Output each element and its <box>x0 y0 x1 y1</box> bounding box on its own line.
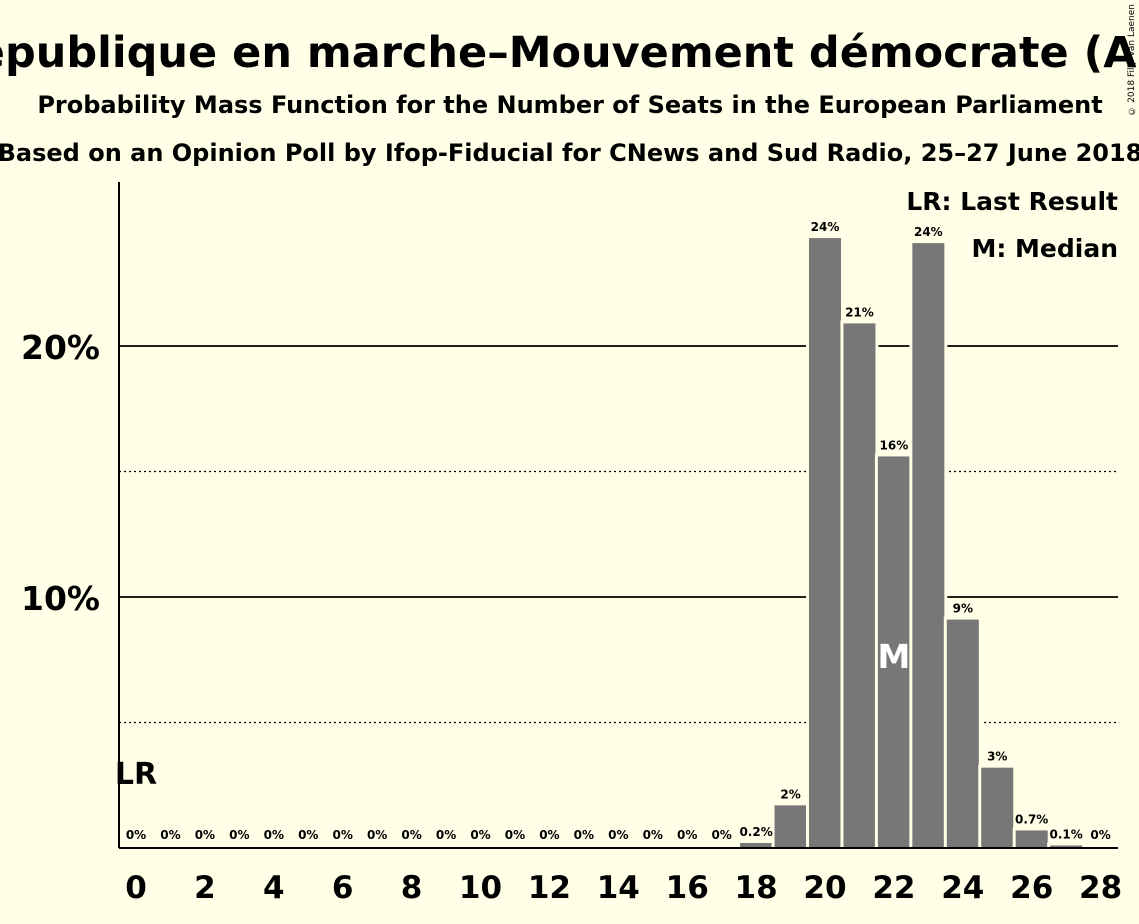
bar <box>774 805 807 848</box>
bar <box>1050 845 1083 848</box>
data-label: 0% <box>160 828 180 842</box>
bar <box>843 323 876 848</box>
data-label: 0% <box>126 828 146 842</box>
x-tick-label: 2 <box>194 870 216 906</box>
x-tick-label: 8 <box>401 870 423 906</box>
x-tick-label: 0 <box>125 870 147 906</box>
data-label: 21% <box>845 305 874 319</box>
data-label: 0% <box>711 828 731 842</box>
data-label: 24% <box>811 220 840 234</box>
bar <box>981 767 1014 848</box>
data-labels: 0% 0% 0% 0% 0% 0% 0% 0% 0% 0% 0% 0% 0% 0% 0% 0% 0% 0% 0.2%… <box>126 220 1111 842</box>
y-tick-label: 10% <box>21 579 100 618</box>
data-label: 2% <box>780 787 800 801</box>
bar <box>1015 830 1048 848</box>
axes <box>118 182 1118 849</box>
data-label: 0.1% <box>1050 827 1083 841</box>
markers: LR M <box>115 637 910 792</box>
bar <box>946 619 979 848</box>
data-label: 16% <box>880 438 909 452</box>
bars <box>737 235 1086 849</box>
data-label: 0.2% <box>739 825 772 839</box>
bar <box>877 456 910 848</box>
last-result-marker: LR <box>115 757 157 792</box>
data-label: 0% <box>401 828 421 842</box>
data-label: 0.7% <box>1015 812 1048 826</box>
data-label: 0% <box>505 828 525 842</box>
x-tick-label: 12 <box>528 870 571 906</box>
x-tick-label: 18 <box>735 870 778 906</box>
data-label: 0% <box>539 828 559 842</box>
x-tick-label: 28 <box>1079 870 1122 906</box>
data-label: 0% <box>195 828 215 842</box>
x-tick-labels: 0 2 4 6 8 10 12 14 16 18 20 22 24 26 28 <box>125 870 1122 906</box>
data-label: 0% <box>264 828 284 842</box>
bar <box>809 238 841 848</box>
legend-median: M: Median <box>971 234 1118 263</box>
chart-title: La République en marche–Mouvement démocr… <box>0 28 1139 78</box>
x-tick-label: 6 <box>332 870 354 906</box>
x-tick-label: 22 <box>872 870 915 906</box>
bar-halo <box>1047 842 1086 848</box>
y-tick-label: 20% <box>21 328 100 367</box>
median-marker: M <box>877 637 910 676</box>
data-label: 0% <box>333 828 353 842</box>
x-tick-label: 14 <box>597 870 640 906</box>
chart-subtitle-poll: Based on an Opinion Poll by Ifop-Fiducia… <box>0 139 1139 167</box>
x-tick-label: 10 <box>459 870 502 906</box>
data-label: 24% <box>914 225 943 239</box>
data-label: 0% <box>367 828 387 842</box>
data-label: 0% <box>608 828 628 842</box>
data-label: 0% <box>677 828 697 842</box>
data-label: 0% <box>643 828 663 842</box>
data-label: 9% <box>953 602 973 616</box>
gridlines <box>119 345 1118 724</box>
data-label: 0% <box>574 828 594 842</box>
x-tick-label: 4 <box>263 870 285 906</box>
bar <box>740 842 773 848</box>
y-tick-labels: 10% 20% <box>21 328 100 618</box>
data-label: 0% <box>470 828 490 842</box>
x-tick-label: 16 <box>666 870 709 906</box>
data-label: 3% <box>987 750 1007 764</box>
data-label: 0% <box>436 828 456 842</box>
data-label: 0% <box>1090 828 1110 842</box>
data-label: 0% <box>229 828 249 842</box>
legend-last-result: LR: Last Result <box>906 187 1118 216</box>
copyright-notice: © 2018 Filip van Laenen <box>1127 4 1137 116</box>
bar <box>912 243 945 849</box>
x-tick-label: 24 <box>941 870 984 906</box>
x-tick-label: 26 <box>1010 870 1053 906</box>
chart-subtitle: Probability Mass Function for the Number… <box>37 91 1102 119</box>
data-label: 0% <box>298 828 318 842</box>
x-tick-label: 20 <box>803 870 846 906</box>
